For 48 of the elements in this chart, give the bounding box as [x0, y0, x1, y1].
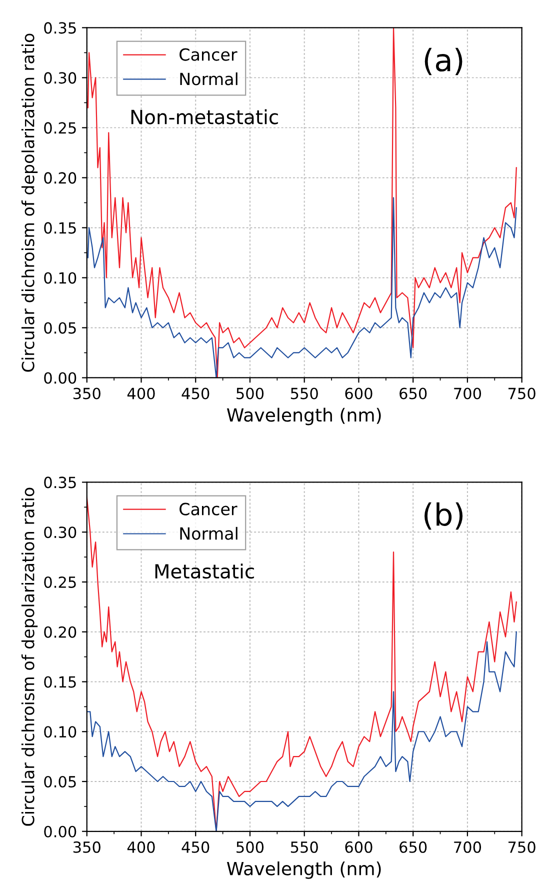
- x-tick-label: 550: [290, 388, 318, 400]
- y-tick-label: 0.00: [44, 372, 76, 384]
- x-tick-label: 600: [345, 841, 372, 853]
- x-tick-label: 500: [236, 388, 264, 400]
- x-tick-label: 600: [345, 388, 372, 400]
- x-tick-label: 400: [127, 388, 155, 400]
- x-tick-label: 450: [182, 841, 210, 853]
- x-tick-label: 450: [182, 388, 210, 400]
- y-tick-label: 0.30: [44, 72, 76, 84]
- y-tick-label: 0.10: [44, 726, 76, 738]
- y-tick-label: 0.00: [44, 826, 76, 838]
- legend-label: Normal: [180, 526, 238, 540]
- line-series: [86, 631, 517, 832]
- x-tick-label: 650: [400, 388, 427, 400]
- x-tick-label: 500: [236, 841, 264, 853]
- y-tick-label: 0.25: [44, 122, 76, 134]
- y-tick-label: 0.05: [44, 776, 76, 788]
- x-tick-label: 550: [290, 841, 318, 853]
- x-tick-label: 700: [454, 388, 482, 400]
- x-tick-label: 750: [508, 841, 536, 853]
- y-tick-label: 0.05: [44, 322, 76, 334]
- annotation: (a): [424, 48, 462, 76]
- y-tick-label: 0.10: [44, 272, 76, 284]
- line-series: [87, 197, 517, 378]
- y-tick-label: 0.15: [44, 676, 76, 688]
- y-tick-label: 0.35: [44, 22, 76, 34]
- annotation: Metastatic: [155, 564, 254, 579]
- y-tick-label: 0.20: [44, 626, 76, 638]
- annotation: (b): [424, 502, 463, 530]
- x-tick-label: 700: [454, 841, 482, 853]
- y-axis-title: Circular dichroism of depolarization ratio: [21, 34, 38, 372]
- y-axis-title: Circular dichroism of depolarization ratio: [21, 488, 38, 826]
- legend-label: Cancer: [180, 502, 238, 516]
- x-tick-label: 350: [73, 841, 100, 853]
- x-tick-label: 750: [508, 388, 536, 400]
- x-tick-label: 350: [73, 388, 100, 400]
- legend-label: Normal: [180, 72, 238, 86]
- y-tick-label: 0.30: [44, 526, 76, 538]
- legend-label: Cancer: [180, 48, 238, 61]
- x-tick-label: 400: [127, 841, 155, 853]
- x-tick-label: 650: [400, 841, 427, 853]
- annotation: Non-metastatic: [131, 109, 278, 124]
- y-tick-label: 0.25: [44, 576, 76, 588]
- y-tick-label: 0.15: [44, 222, 76, 234]
- y-tick-label: 0.20: [44, 172, 76, 184]
- y-tick-label: 0.35: [44, 476, 76, 488]
- x-axis-title: Wavelength (nm): [226, 861, 381, 879]
- x-axis-title: Wavelength (nm): [226, 408, 381, 426]
